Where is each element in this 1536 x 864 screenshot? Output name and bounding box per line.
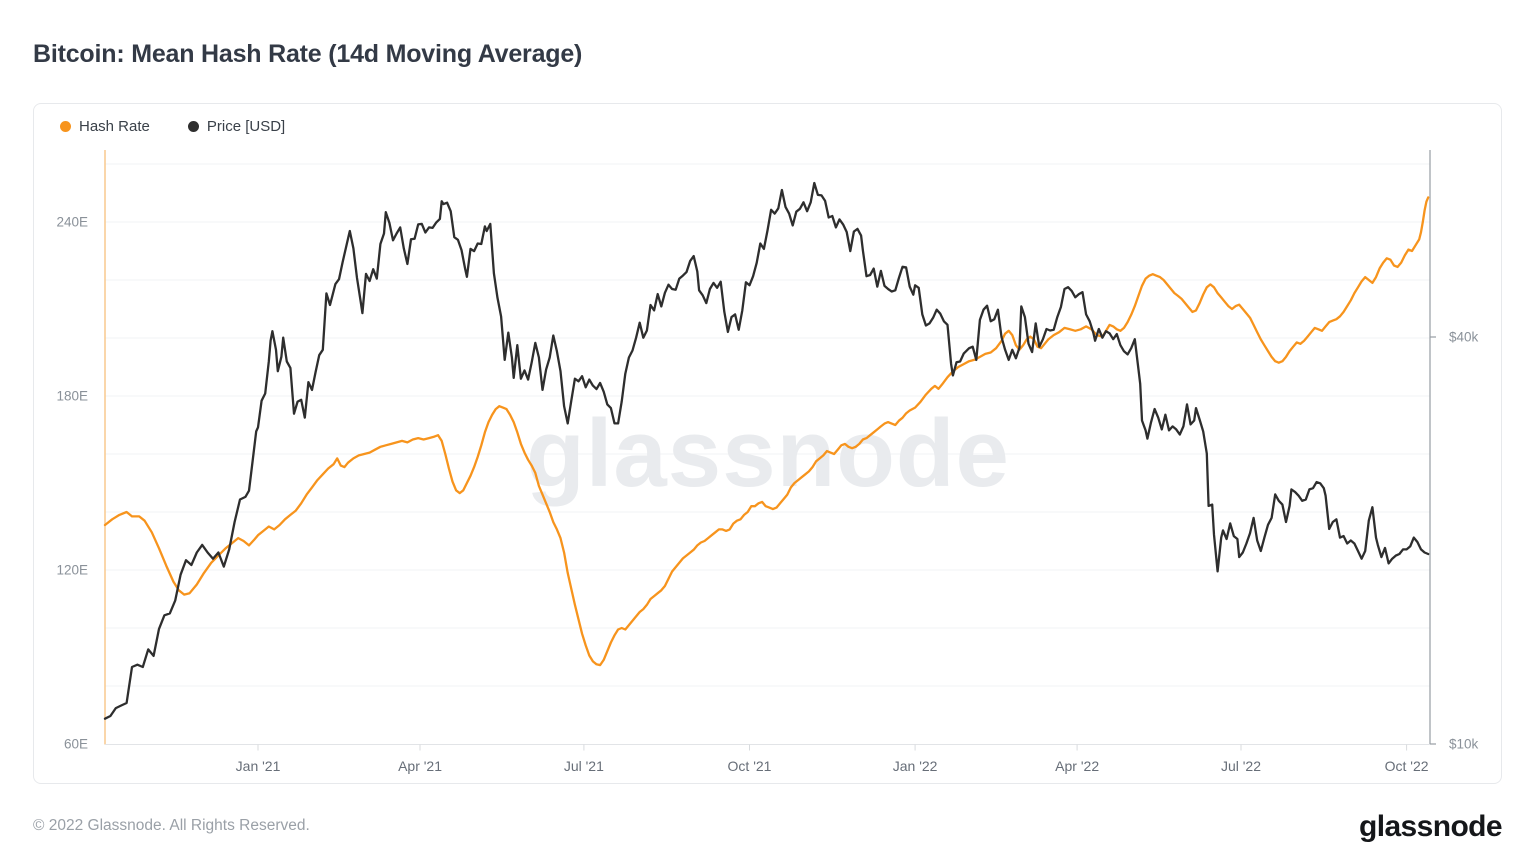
copyright-text: © 2022 Glassnode. All Rights Reserved. [33,817,310,834]
hash-rate-legend-dot-icon [60,121,71,132]
x-axis-label: Oct '21 [727,758,772,774]
x-axis-label: Apr '22 [1055,758,1100,774]
page-title: Bitcoin: Mean Hash Rate (14d Moving Aver… [33,40,583,68]
glassnode-watermark: glassnode [526,400,1010,507]
glassnode-logo[interactable]: glassnode [1359,810,1503,843]
y-axis-label: 240E [56,214,88,230]
chart-legend: Hash Rate Price [USD] [60,118,285,135]
x-axis-label: Apr '21 [398,758,443,774]
legend-item-price-usd[interactable]: Price [USD] [187,118,286,135]
legend-label-price-usd: Price [USD] [206,118,286,135]
series-line-hash-rate [103,196,1430,667]
series-line-price-usd [103,181,1430,720]
x-axis-label: Jan '21 [235,758,281,774]
right-axis-label: $10k [1449,736,1479,752]
chart-card [33,103,1502,784]
y-axis-label: 120E [56,562,88,578]
x-axis-label: Jan '22 [892,758,938,774]
price-legend-dot-icon [187,121,199,132]
legend-label-hash-rate: Hash Rate [79,118,150,135]
y-axis-label: 60E [63,736,88,752]
legend-item-hash-rate[interactable]: Hash Rate [60,118,150,135]
y-axis-label: 180E [56,388,88,404]
x-axis-label: Jul '21 [563,758,604,774]
right-axis-label: $40k [1449,329,1479,345]
x-axis-label: Oct '22 [1384,758,1429,774]
x-axis-label: Jul '22 [1220,758,1261,774]
